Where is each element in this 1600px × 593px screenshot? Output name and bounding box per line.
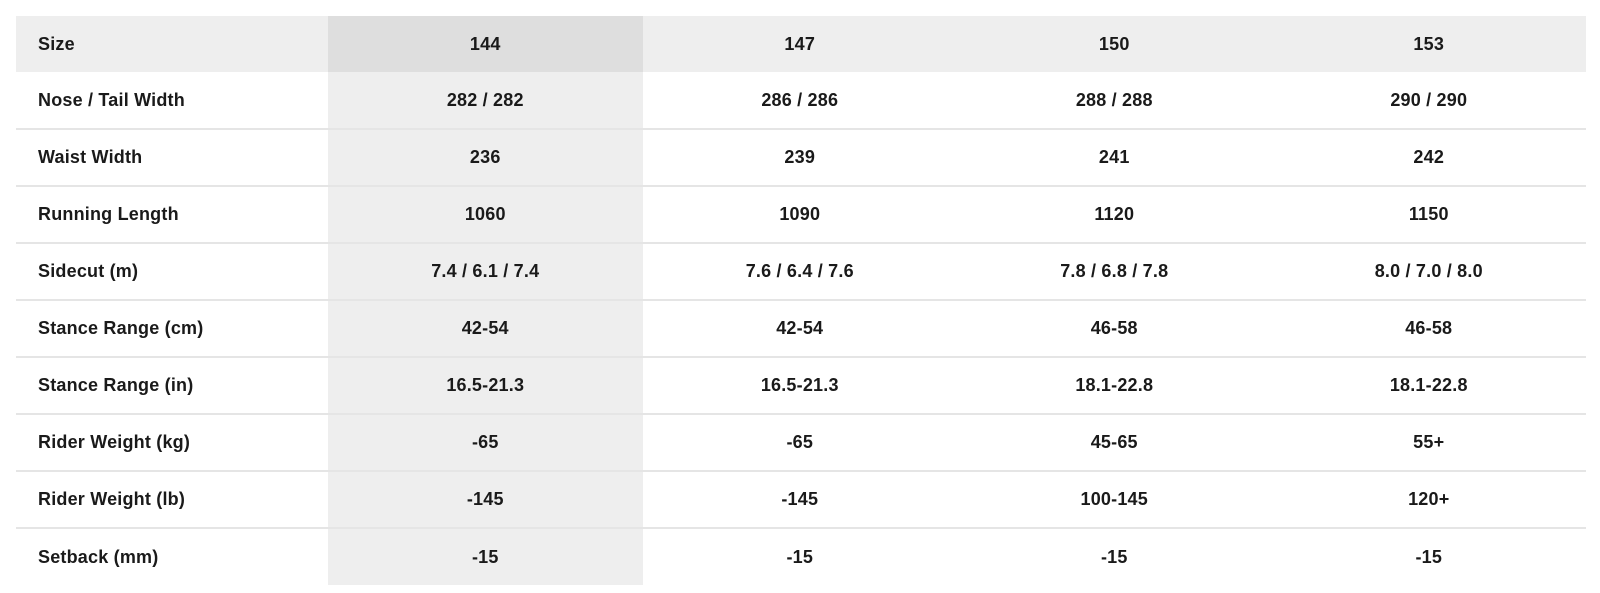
spec-value: 242 — [1271, 128, 1586, 186]
row-label: Setback (mm) — [16, 527, 328, 585]
spec-value: 46-58 — [1271, 299, 1586, 357]
spec-value: 241 — [957, 128, 1272, 186]
spec-value: 16.5-21.3 — [642, 356, 957, 414]
header-label-size: Size — [16, 16, 328, 72]
spec-value: 45-65 — [957, 413, 1272, 471]
spec-row-rider-weight-lb: Rider Weight (lb) -145 -145 100-145 120+ — [16, 470, 1586, 528]
spec-value: 288 / 288 — [957, 72, 1272, 129]
row-label: Stance Range (in) — [16, 356, 328, 414]
spec-value: 18.1-22.8 — [957, 356, 1272, 414]
spec-value: 100-145 — [957, 470, 1272, 528]
spec-value: 120+ — [1271, 470, 1586, 528]
row-label: Running Length — [16, 185, 328, 243]
spec-value: 1120 — [957, 185, 1272, 243]
spec-value: 46-58 — [957, 299, 1272, 357]
spec-value: -15 — [328, 527, 643, 585]
spec-value: -15 — [1271, 527, 1586, 585]
spec-value: 7.4 / 6.1 / 7.4 — [328, 242, 643, 300]
spec-value: -15 — [957, 527, 1272, 585]
spec-value: 1150 — [1271, 185, 1586, 243]
spec-value: -15 — [642, 527, 957, 585]
spec-row-waist-width: Waist Width 236 239 241 242 — [16, 128, 1586, 186]
spec-row-nose-tail-width: Nose / Tail Width 282 / 282 286 / 286 28… — [16, 72, 1586, 129]
spec-row-running-length: Running Length 1060 1090 1120 1150 — [16, 185, 1586, 243]
size-chart-table: Size 144 147 150 153 Nose / Tail Width 2… — [16, 16, 1586, 585]
spec-value: 7.6 / 6.4 / 7.6 — [642, 242, 957, 300]
spec-value: 286 / 286 — [642, 72, 957, 129]
spec-value: 1090 — [642, 185, 957, 243]
spec-value: 16.5-21.3 — [328, 356, 643, 414]
row-label: Stance Range (cm) — [16, 299, 328, 357]
spec-value: -65 — [328, 413, 643, 471]
size-header-147[interactable]: 147 — [642, 16, 957, 72]
spec-value: 236 — [328, 128, 643, 186]
spec-value: 290 / 290 — [1271, 72, 1586, 129]
row-label: Rider Weight (kg) — [16, 413, 328, 471]
header-row: Size 144 147 150 153 — [16, 16, 1586, 72]
spec-row-rider-weight-kg: Rider Weight (kg) -65 -65 45-65 55+ — [16, 413, 1586, 471]
size-header-144[interactable]: 144 — [328, 16, 643, 72]
spec-value: 18.1-22.8 — [1271, 356, 1586, 414]
size-header-153[interactable]: 153 — [1271, 16, 1586, 72]
row-label: Waist Width — [16, 128, 328, 186]
row-label: Rider Weight (lb) — [16, 470, 328, 528]
spec-value: -145 — [642, 470, 957, 528]
row-label: Sidecut (m) — [16, 242, 328, 300]
spec-value: 42-54 — [642, 299, 957, 357]
spec-value: 282 / 282 — [328, 72, 643, 129]
spec-row-setback: Setback (mm) -15 -15 -15 -15 — [16, 527, 1586, 585]
spec-value: 239 — [642, 128, 957, 186]
row-label: Nose / Tail Width — [16, 72, 328, 129]
spec-value: 55+ — [1271, 413, 1586, 471]
spec-value: -145 — [328, 470, 643, 528]
spec-value: 7.8 / 6.8 / 7.8 — [957, 242, 1272, 300]
spec-value: 42-54 — [328, 299, 643, 357]
spec-row-stance-range-in: Stance Range (in) 16.5-21.3 16.5-21.3 18… — [16, 356, 1586, 414]
spec-value: -65 — [642, 413, 957, 471]
spec-row-sidecut: Sidecut (m) 7.4 / 6.1 / 7.4 7.6 / 6.4 / … — [16, 242, 1586, 300]
size-header-150[interactable]: 150 — [957, 16, 1272, 72]
spec-row-stance-range-cm: Stance Range (cm) 42-54 42-54 46-58 46-5… — [16, 299, 1586, 357]
spec-value: 1060 — [328, 185, 643, 243]
spec-value: 8.0 / 7.0 / 8.0 — [1271, 242, 1586, 300]
